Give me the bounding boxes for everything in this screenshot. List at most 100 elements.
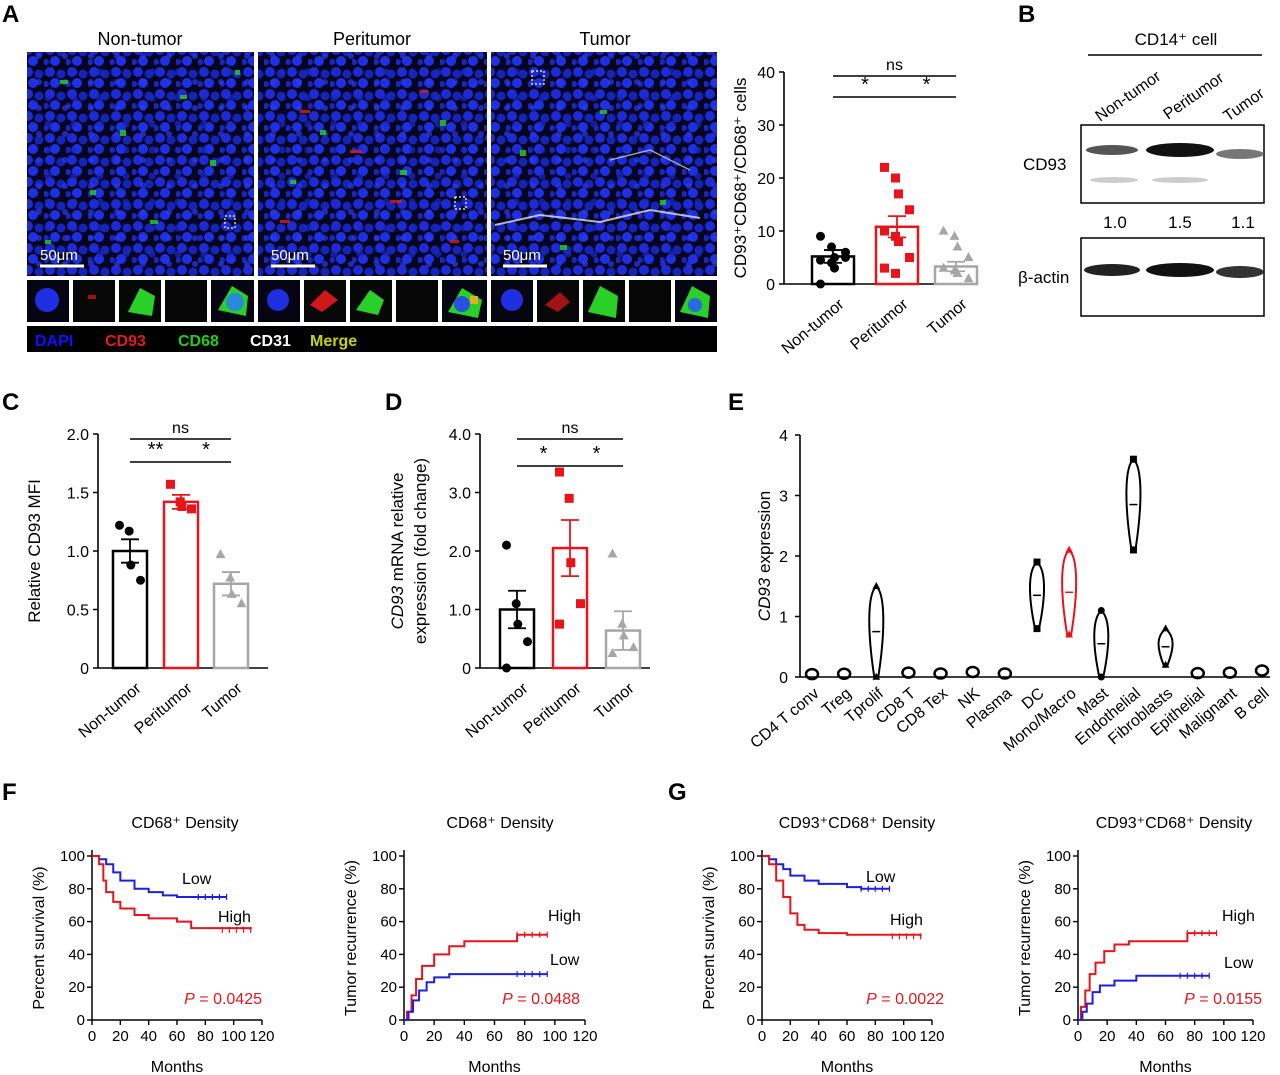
chart-title: CD93⁺CD68⁺ Density [779,815,936,832]
data-point [628,642,639,652]
km-curve-high [92,855,252,930]
data-point [502,540,511,550]
x-tick-label: 80 [197,1028,214,1045]
data-point [827,242,836,252]
data-point [576,599,585,609]
band-label-cd93: CD93 [1023,155,1066,174]
data-point [891,173,900,183]
y-tick-label: 0 [77,1012,85,1029]
violin [997,667,1013,680]
x-tick-label: 80 [867,1028,884,1045]
data-point [880,263,889,273]
data-point [617,618,628,628]
series-label-high: High [1222,908,1255,925]
lane-label-nontumor: Non-tumor [1093,68,1165,126]
violin [1254,664,1270,677]
legend-cd31: CD31 [250,333,291,350]
ratio-tumor: 1.1 [1231,213,1255,232]
chart-f-recurrence: 0 20 40 60 80 100 0 20 40 60 80 100 120 Months Tumor r… [343,815,598,1075]
significance-label: * [540,443,548,465]
scale-bar-label: 50μm [40,247,78,264]
y-tick-label: 0 [80,661,89,678]
image-title-tumor: Tumor [579,29,630,49]
panel-label-b: B [1018,1,1035,28]
significance-label: ns [562,420,579,437]
y-axis-title-line2: expression (fold change) [411,458,430,644]
panel-label-g: G [668,779,687,806]
x-tick-label: 60 [486,1028,503,1045]
x-tick-label: 0 [88,1028,96,1045]
panel-a-images: Non-tumor Peritumor Tumor 50μm [27,29,717,352]
x-axis-title: Months [468,1059,520,1075]
data-point [938,225,949,235]
legend-cd93: CD93 [105,333,146,350]
y-tick-label: 0 [779,670,788,687]
km-curve-low [92,855,227,898]
x-tick-label: 40 [810,1028,827,1045]
x-tick-label: 100 [221,1028,246,1045]
data-point [952,241,963,251]
significance-label: * [593,443,601,465]
y-tick-label: 3.0 [449,486,471,503]
panel-b-blot: CD14⁺ cell Non-tumor Peritumor Tumor CD9… [1018,30,1268,317]
y-axis-title: Percent survival (%) [31,866,48,1009]
y-axis-title: CD93⁺CD68⁺/CD68⁺ cells [731,78,750,279]
data-point [905,253,914,262]
x-axis-title: Months [151,1059,203,1075]
series-label-low: Low [550,952,580,969]
x-tick-label: Non-tumor [463,680,532,742]
x-tick-label: Tumor [592,680,638,723]
p-value: P = 0.0022 [866,991,944,1008]
x-tick-label: CD4 T conv [747,685,822,752]
ratio-nontumor: 1.0 [1103,213,1127,232]
scale-bar-label: 50μm [271,247,309,264]
image-title-peritumor: Peritumor [333,29,411,49]
y-tick-label: 80 [380,881,397,898]
y-tick-label: 1.0 [67,544,89,561]
data-point [177,502,187,512]
y-axis-title: Tumor recurrence (%) [343,860,360,1016]
blot-header: CD14⁺ cell [1135,30,1218,49]
p-value: P = 0.0488 [502,991,580,1008]
x-tick-label: 60 [1157,1028,1174,1045]
data-point [894,189,903,199]
band [1152,177,1208,183]
y-tick-label: 0 [747,1012,755,1029]
chart-a-bar: 0 10 20 30 40 Non-tumor Peritumor Tumor ns * * CD93… [731,57,979,358]
y-tick-label: 3 [779,489,788,506]
data-point [215,549,226,559]
panel-label-f: F [2,779,17,806]
data-point [905,205,914,215]
data-point [607,647,618,657]
data-point [1033,558,1041,566]
significance-label: * [923,74,931,96]
y-tick-label: 1.0 [449,603,471,620]
data-point [1097,606,1105,614]
data-point [1065,630,1073,638]
chart-title: CD68⁺ Density [131,815,238,832]
data-point [963,252,974,262]
km-curve-high [762,855,922,937]
ratio-peritumor: 1.5 [1168,213,1192,232]
x-tick-label: 120 [249,1028,274,1045]
data-point [816,255,825,265]
x-tick-label: 0 [1074,1028,1082,1045]
y-tick-label: 0 [766,277,775,294]
series-label-low: Low [182,871,212,888]
y-tick-label: 40 [757,65,775,82]
band [1216,266,1264,278]
p-value: P = 0.0155 [1184,991,1262,1008]
y-tick-label: 2 [779,549,788,566]
data-point [880,162,889,172]
y-tick-label: 0 [1063,1012,1071,1029]
y-tick-label: 80 [738,881,755,898]
x-tick-label: 80 [1186,1028,1203,1045]
significance-label: ** [148,439,164,461]
bar-1 [162,500,200,670]
data-point [872,672,881,680]
y-axis-title: CD93 expression [755,491,774,621]
data-point [166,479,175,489]
data-point [816,231,825,241]
